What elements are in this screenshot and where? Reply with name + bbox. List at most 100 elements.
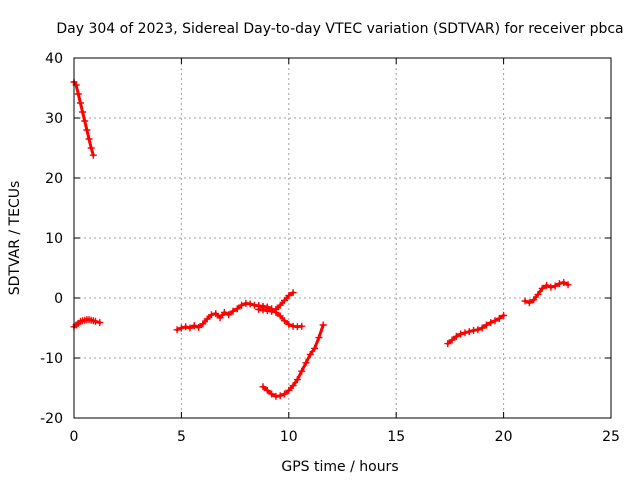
data-point (315, 334, 323, 342)
x-tick-label: 25 (602, 429, 620, 445)
data-point (186, 324, 194, 332)
data-point (302, 359, 310, 367)
series-arc-2 (70, 316, 104, 331)
series-arc-3 (173, 299, 271, 334)
x-tick-label: 0 (70, 429, 79, 445)
series-arc-6 (259, 321, 327, 400)
data-point (207, 311, 215, 319)
data-point (225, 311, 233, 319)
data-point (560, 278, 568, 286)
data-point (298, 322, 306, 330)
data-point (452, 332, 460, 340)
series-layer (70, 78, 572, 400)
data-point (276, 312, 284, 320)
data-point (83, 126, 91, 134)
data-point (285, 386, 293, 394)
grid (74, 58, 611, 418)
data-point (216, 314, 224, 322)
data-point (444, 340, 452, 348)
y-tick-label: 30 (45, 111, 63, 127)
data-point (203, 315, 211, 323)
data-point (500, 311, 508, 319)
data-point (281, 317, 289, 325)
data-point (474, 326, 482, 334)
y-tick-label: 20 (45, 171, 63, 187)
data-point (238, 301, 246, 309)
data-point (173, 326, 181, 334)
data-point (268, 390, 276, 398)
data-point (495, 314, 503, 322)
data-point (538, 284, 546, 292)
data-point (272, 305, 280, 313)
data-point (276, 392, 284, 400)
data-point (177, 324, 185, 332)
data-point (311, 344, 319, 352)
x-axis-label: GPS time / hours (281, 459, 398, 475)
data-point (482, 321, 490, 329)
data-point (478, 324, 486, 332)
chart-title: Day 304 of 2023, Sidereal Day-to-day VTE… (56, 21, 623, 37)
x-tick-label: 20 (495, 429, 513, 445)
x-tick-labels: 0 5 10 15 20 25 (70, 429, 620, 445)
data-point (85, 135, 93, 143)
data-point (285, 292, 293, 300)
data-point (487, 319, 495, 327)
data-point (491, 317, 499, 325)
axis-ticks (73, 57, 612, 419)
data-point (525, 299, 533, 307)
data-point (564, 281, 572, 289)
data-point (461, 329, 469, 337)
data-point (91, 317, 99, 325)
data-point (306, 350, 314, 358)
data-point (457, 330, 465, 338)
series-arc-7 (444, 311, 508, 348)
data-point (259, 383, 267, 391)
data-point (246, 300, 254, 308)
data-point (263, 386, 271, 394)
series-arc-8 (521, 278, 572, 307)
data-point (199, 320, 207, 328)
data-point (285, 320, 293, 328)
data-point (229, 307, 237, 315)
data-point (276, 301, 284, 309)
data-point (319, 321, 327, 329)
data-point (182, 323, 190, 331)
y-tick-label: -10 (40, 351, 63, 367)
data-point (289, 382, 297, 390)
data-point (220, 308, 228, 316)
data-point (89, 151, 97, 159)
y-tick-label: -20 (40, 411, 63, 427)
data-point (87, 144, 95, 152)
data-point (233, 305, 241, 313)
y-tick-label: 0 (54, 291, 63, 307)
data-point (76, 99, 84, 107)
data-point (268, 307, 276, 315)
data-point (281, 296, 289, 304)
data-point (547, 283, 555, 291)
data-point (448, 336, 456, 344)
data-point (551, 282, 559, 290)
y-tick-label: 40 (45, 51, 63, 67)
data-point (521, 297, 529, 305)
series-line (72, 80, 95, 157)
data-point (293, 376, 301, 384)
data-point (81, 117, 89, 125)
y-axis-label: SDTVAR / TECUs (7, 181, 23, 296)
y-tick-label: 10 (45, 231, 63, 247)
series-arc-1 (70, 78, 97, 159)
x-tick-label: 15 (387, 429, 405, 445)
data-point (534, 290, 542, 298)
data-point (281, 390, 289, 398)
data-point (74, 90, 82, 98)
data-point (190, 322, 198, 330)
data-point (543, 281, 551, 289)
data-point (465, 328, 473, 336)
data-point (96, 319, 104, 327)
data-point (298, 367, 306, 375)
data-point (79, 108, 87, 116)
series-arc-5 (255, 289, 297, 315)
data-point (555, 280, 563, 288)
y-tick-labels: -20 -10 0 10 20 30 40 (40, 51, 63, 427)
x-tick-label: 10 (280, 429, 298, 445)
